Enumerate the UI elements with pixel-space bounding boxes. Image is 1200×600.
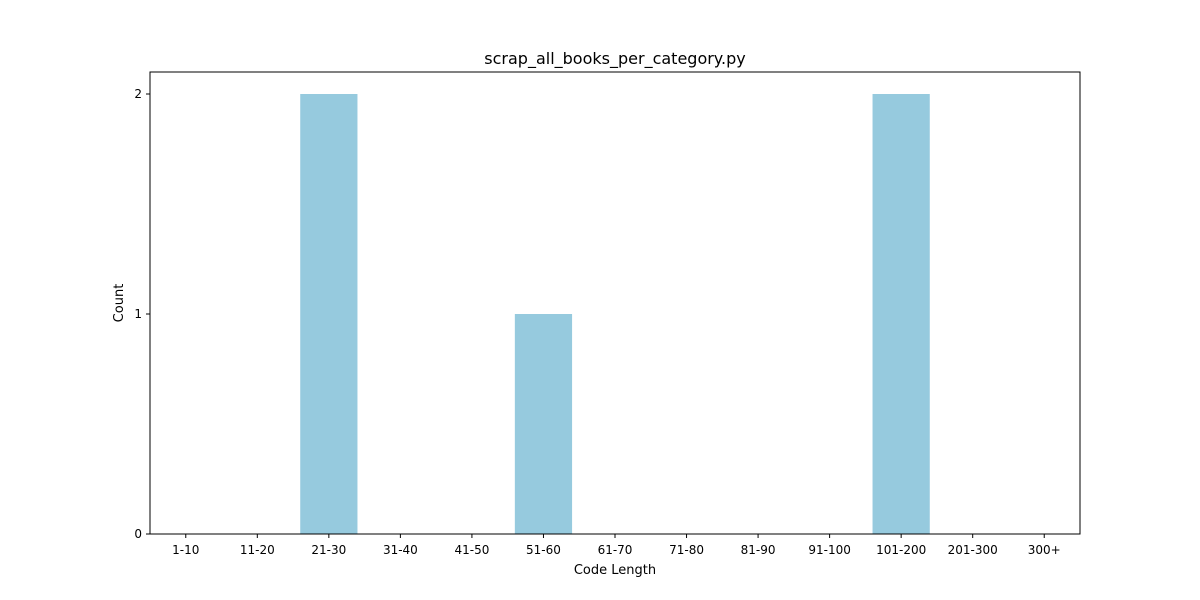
x-tick-label: 201-300 — [948, 543, 998, 557]
x-tick-label: 300+ — [1028, 543, 1061, 557]
x-tick-label: 21-30 — [311, 543, 346, 557]
x-tick-label: 11-20 — [240, 543, 275, 557]
y-ticks: 0 1 2 — [134, 87, 150, 541]
x-tick-label: 101-200 — [876, 543, 926, 557]
bar-21-30 — [300, 94, 358, 534]
x-tick-label: 31-40 — [383, 543, 418, 557]
x-tick-label: 91-100 — [808, 543, 851, 557]
y-tick-label: 2 — [134, 87, 142, 101]
y-axis-label: Count — [112, 284, 127, 323]
x-axis-label: Code Length — [574, 563, 656, 578]
chart-title: scrap_all_books_per_category.py — [484, 49, 745, 69]
y-tick-label: 0 — [134, 527, 142, 541]
x-tick-label: 81-90 — [741, 543, 776, 557]
bar-101-200 — [872, 94, 930, 534]
x-tick-label: 1-10 — [172, 543, 199, 557]
x-tick-label: 41-50 — [454, 543, 489, 557]
y-tick-label: 1 — [134, 307, 142, 321]
x-ticks: 1-10 11-20 21-30 31-40 41-50 51-60 61-70 71-80 8… — [172, 534, 1061, 557]
bars-layer — [300, 94, 930, 534]
x-tick-label: 71-80 — [669, 543, 704, 557]
bar-51-60 — [514, 314, 573, 534]
plot-frame — [149, 71, 1081, 535]
x-tick-label: 61-70 — [598, 543, 633, 557]
x-tick-label: 51-60 — [526, 543, 561, 557]
